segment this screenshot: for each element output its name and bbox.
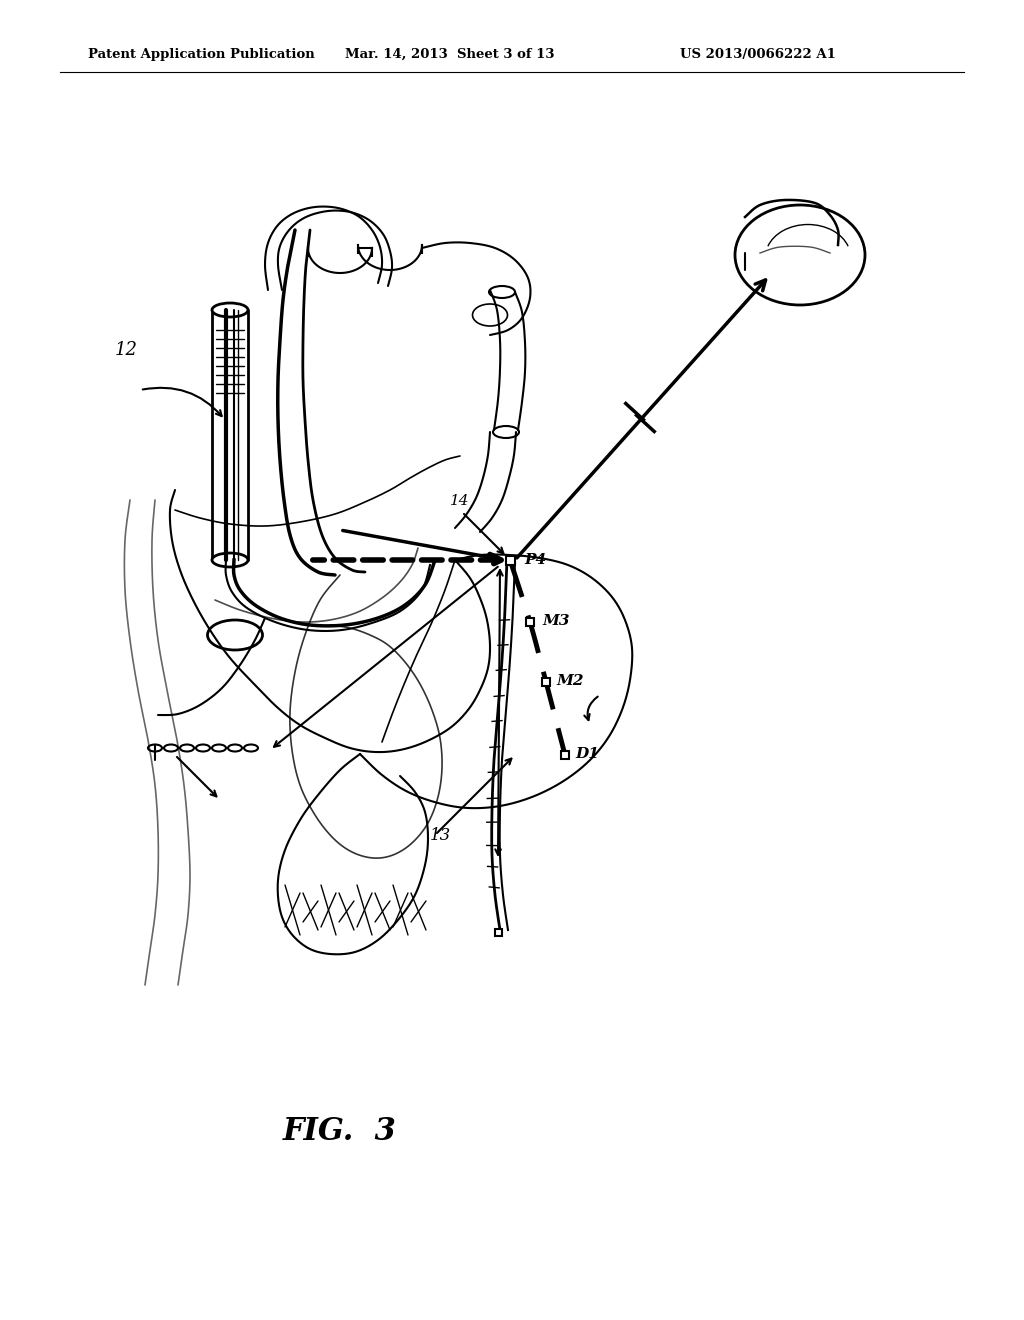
Ellipse shape (212, 304, 248, 317)
Text: M3: M3 (542, 614, 569, 628)
Text: 14: 14 (450, 494, 469, 508)
Text: P4: P4 (524, 553, 546, 568)
Text: M2: M2 (556, 675, 584, 688)
Text: 12: 12 (115, 341, 138, 359)
Bar (561, 751, 569, 759)
Text: US 2013/0066222 A1: US 2013/0066222 A1 (680, 48, 836, 61)
Bar (506, 556, 514, 565)
Bar (526, 618, 534, 626)
Ellipse shape (212, 553, 248, 568)
Text: Patent Application Publication: Patent Application Publication (88, 48, 314, 61)
Bar (542, 678, 550, 686)
Text: 13: 13 (430, 828, 452, 843)
Text: FIG.  3: FIG. 3 (283, 1115, 397, 1147)
Text: D1: D1 (575, 747, 599, 762)
Bar (495, 928, 502, 936)
Text: Mar. 14, 2013  Sheet 3 of 13: Mar. 14, 2013 Sheet 3 of 13 (345, 48, 555, 61)
